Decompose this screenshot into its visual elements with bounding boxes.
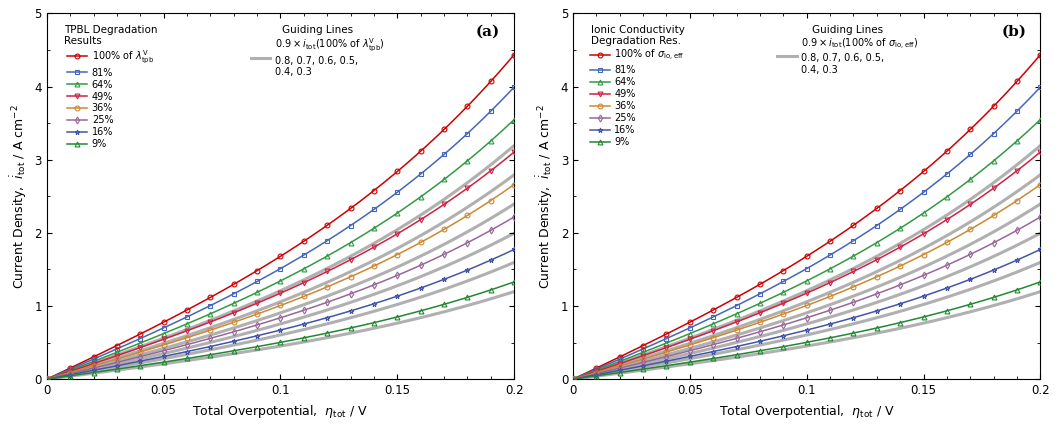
Y-axis label: Current Density,  $\dot{i}_\mathrm{tot}$ / A cm$^{-2}$: Current Density, $\dot{i}_\mathrm{tot}$ …: [534, 104, 555, 289]
Y-axis label: Current Density,  $\dot{i}_\mathrm{tot}$ / A cm$^{-2}$: Current Density, $\dot{i}_\mathrm{tot}$ …: [8, 104, 29, 289]
Legend: $0.9\times i_\mathrm{tot}$(100% of $\lambda^\mathrm{V}_\mathrm{tpb}$)
0.8, 0.7, : $0.9\times i_\mathrm{tot}$(100% of $\lam…: [248, 22, 387, 80]
Text: (a): (a): [476, 24, 500, 39]
Legend: $0.9\times i_\mathrm{tot}$(100% of $\sigma_\mathrm{io,eff}$)
0.8, 0.7, 0.6, 0.5,: $0.9\times i_\mathrm{tot}$(100% of $\sig…: [774, 22, 922, 78]
X-axis label: Total Overpotential,  $\eta_\mathrm{tot}$ / V: Total Overpotential, $\eta_\mathrm{tot}$…: [193, 403, 368, 420]
X-axis label: Total Overpotential,  $\eta_\mathrm{tot}$ / V: Total Overpotential, $\eta_\mathrm{tot}$…: [718, 403, 895, 420]
Text: (b): (b): [1001, 24, 1026, 39]
